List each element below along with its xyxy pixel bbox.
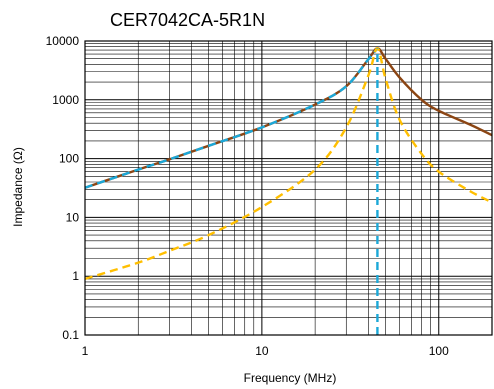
y-tick-label: 100: [59, 152, 79, 166]
chart-grid: [84, 41, 493, 336]
y-tick-label: 10: [66, 210, 80, 224]
x-tick-label: 10: [255, 344, 269, 358]
chart-title: CER7042CA-5R1N: [110, 10, 265, 30]
x-tick-label: 1: [82, 344, 89, 358]
y-axis-label: Impedance (Ω): [11, 147, 25, 227]
plot-frame: [84, 40, 493, 336]
y-tick-label: 1000: [52, 93, 79, 107]
x-tick-label: 100: [429, 344, 449, 358]
x-axis-label: Frequency (MHz): [244, 371, 337, 385]
chart-series: [84, 47, 493, 335]
series-line-3: [84, 47, 493, 281]
y-tick-label: 1: [72, 269, 79, 283]
y-tick-label: 10000: [46, 34, 80, 48]
series-line-2: [84, 47, 379, 189]
y-tick-label: 0.1: [62, 328, 79, 342]
